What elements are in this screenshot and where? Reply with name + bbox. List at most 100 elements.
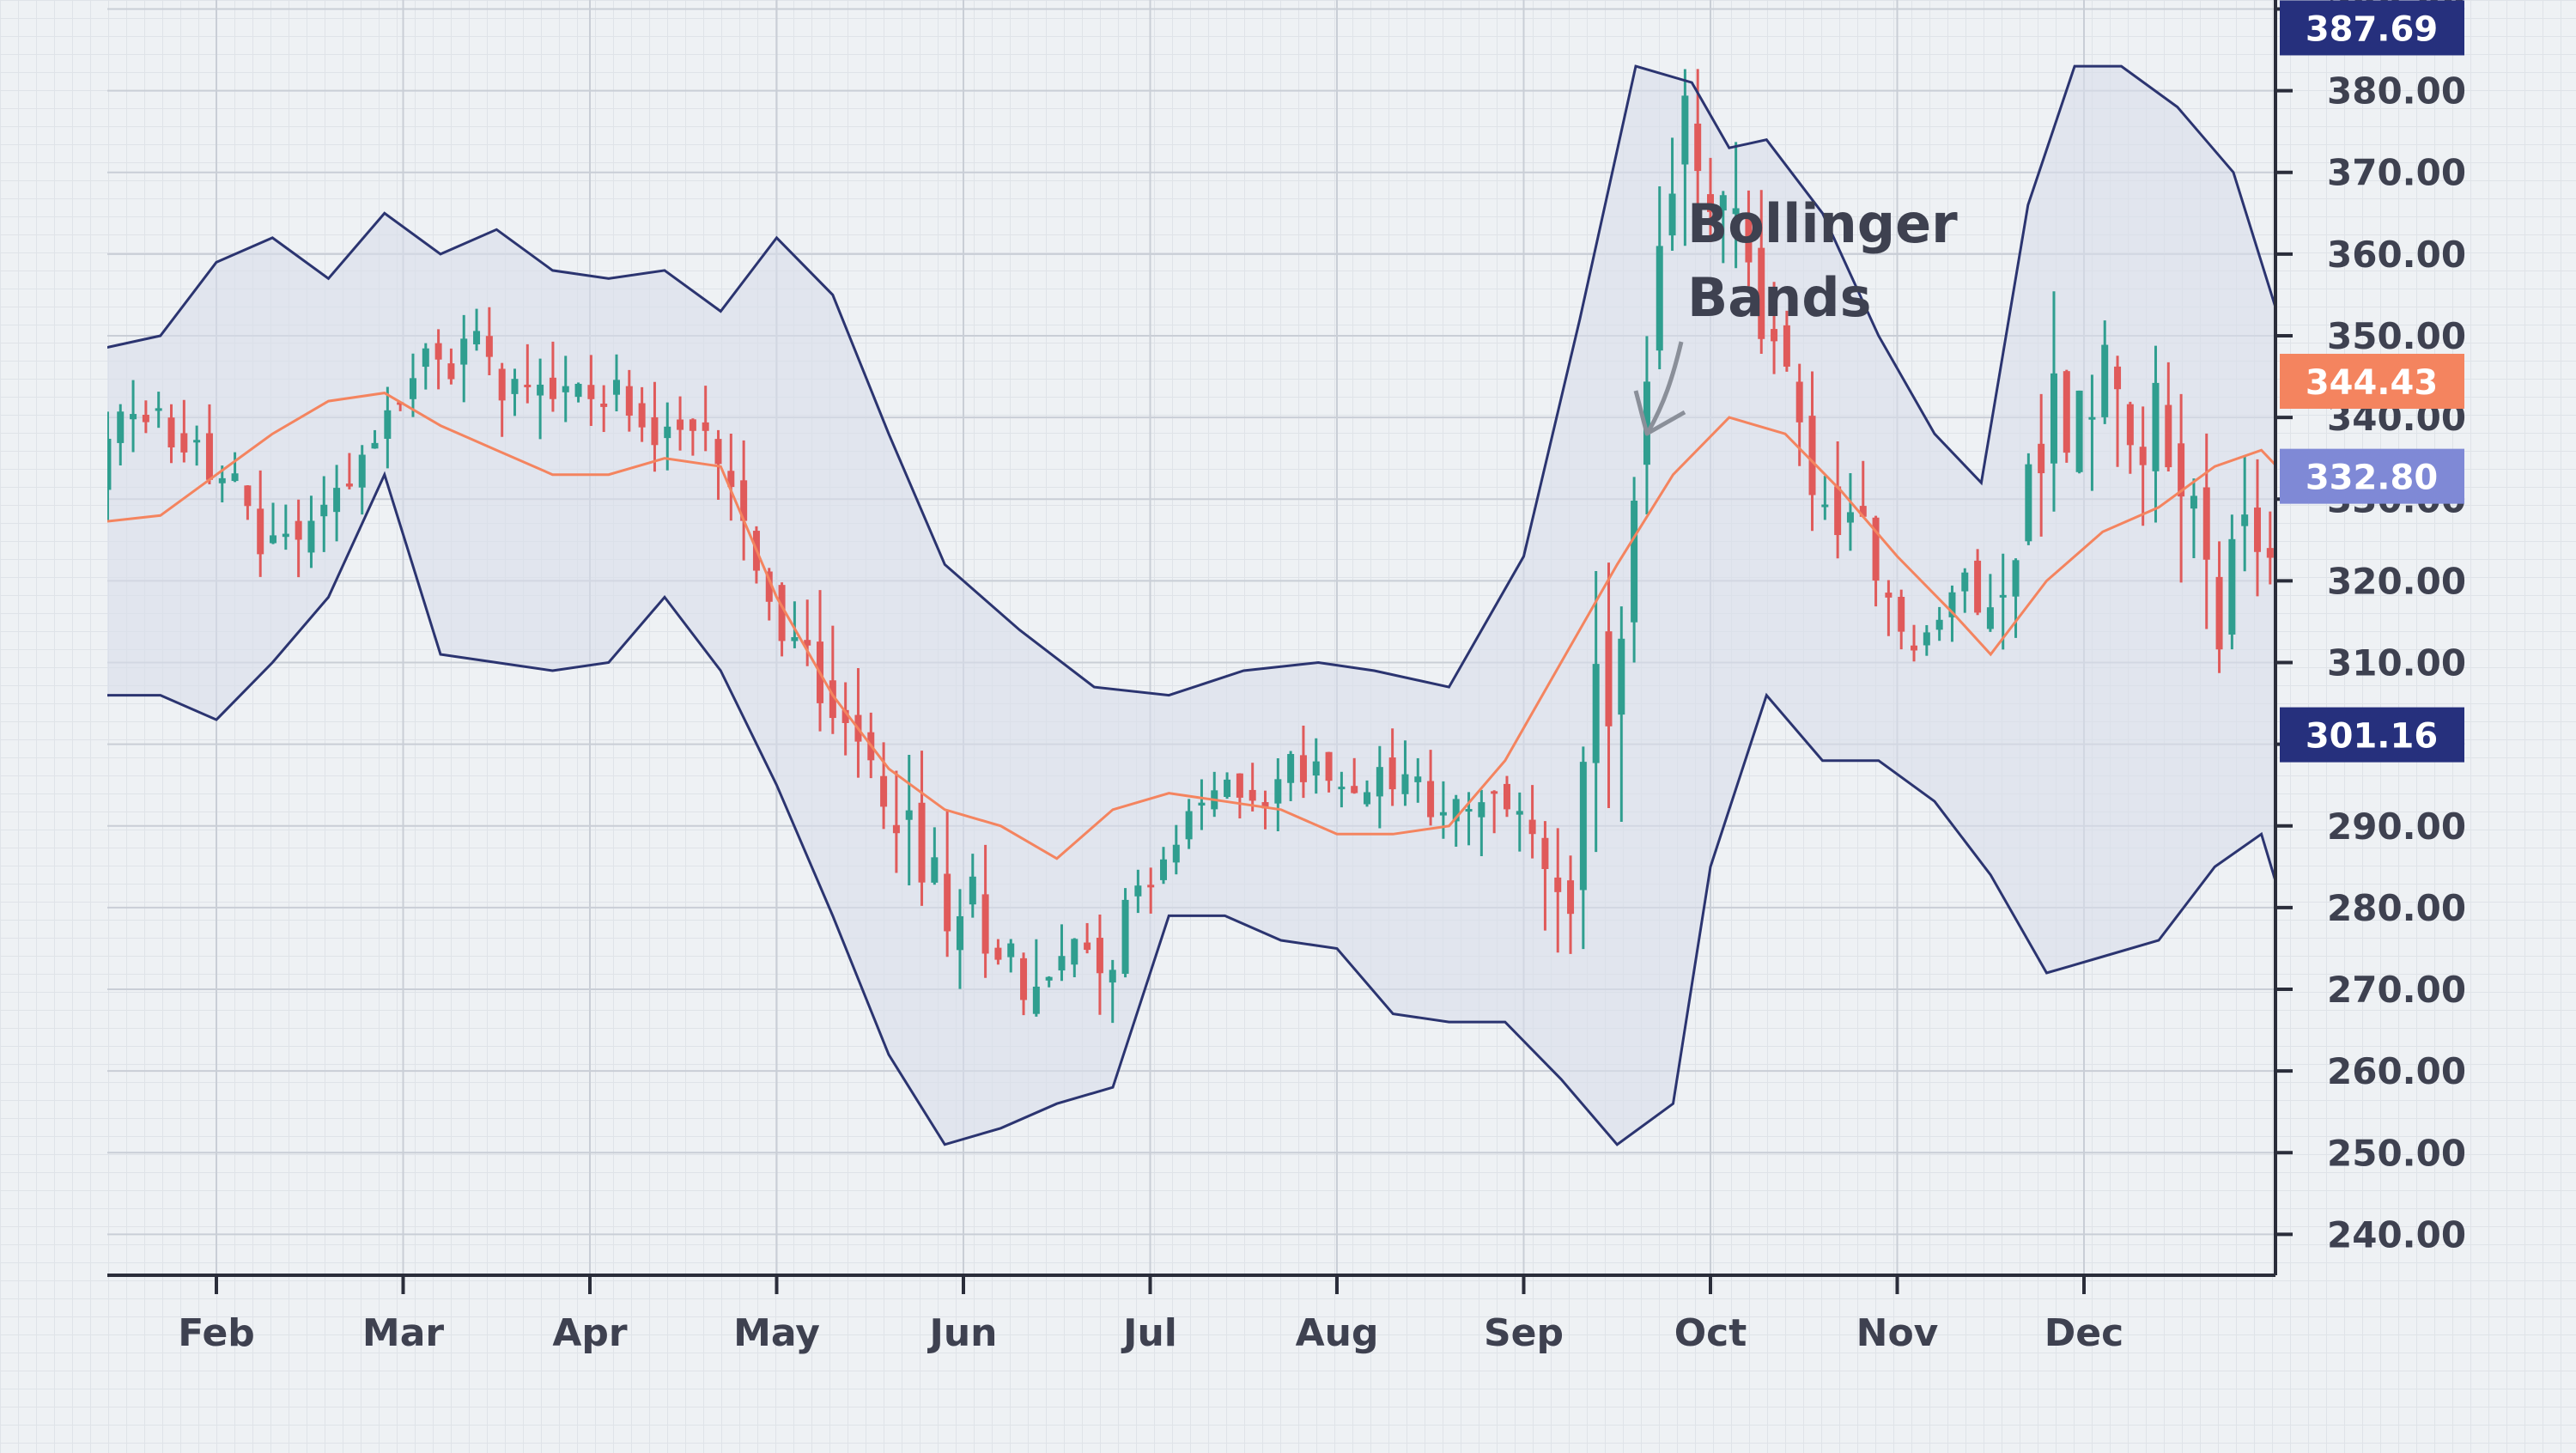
candle-up	[1007, 943, 1015, 958]
price-badge	[2280, 353, 2464, 409]
candle-down	[1834, 486, 1842, 536]
candle-up	[409, 378, 416, 399]
candle-up	[2050, 373, 2057, 464]
candle-down	[244, 485, 252, 507]
candle-down	[2063, 371, 2070, 453]
candle-up	[1109, 970, 1116, 983]
candle-down	[2534, 854, 2541, 858]
candle-up	[905, 810, 913, 820]
candle-down	[714, 439, 722, 465]
annotation-text: Bollinger	[1687, 192, 1958, 255]
candle-down	[892, 824, 900, 834]
candle-up	[2152, 382, 2160, 471]
candle-up	[1071, 939, 1078, 965]
candle-up	[1287, 754, 1295, 783]
candle-up	[1045, 976, 1053, 981]
candle-down	[167, 417, 175, 448]
candle-up	[1439, 812, 1447, 816]
candle-up	[664, 426, 671, 439]
candle-down	[2038, 443, 2045, 474]
candle-down	[2318, 666, 2324, 686]
candle-up	[1414, 776, 1422, 782]
y-tick-label: 370.00	[2327, 152, 2466, 194]
annotation-arrow	[1646, 341, 1684, 433]
candle-down	[765, 571, 773, 602]
candle-up	[2547, 846, 2554, 854]
candle-up	[155, 408, 162, 411]
annotation-arrowhead	[1633, 390, 1686, 436]
x-tick-label: Feb	[178, 1311, 255, 1355]
candle-up	[1732, 208, 1740, 215]
price-badge	[2280, 448, 2464, 504]
candle-up	[1821, 504, 1829, 508]
price-badge-label: 301.16	[2306, 717, 2438, 757]
candle-up	[358, 454, 366, 488]
candle-up	[1134, 885, 1142, 897]
candle-up	[1364, 792, 1371, 805]
candle-up	[333, 488, 341, 513]
candle-up	[1961, 572, 1969, 592]
candle-up	[307, 520, 315, 553]
candle-up	[1516, 811, 1523, 815]
candle-up	[1719, 195, 1727, 211]
candle-up	[2572, 848, 2576, 857]
y-tick-label: 380.00	[2327, 70, 2466, 112]
candle-down	[1528, 819, 1536, 835]
candle-down	[345, 483, 353, 487]
candle-down	[1427, 781, 1435, 818]
y-tick-label: 250.00	[2327, 1132, 2466, 1174]
candle-down	[498, 368, 506, 401]
candle-down	[1771, 329, 1778, 342]
x-tick-label: Jun	[927, 1311, 997, 1355]
candle-up	[231, 473, 239, 482]
candle-down	[2495, 829, 2502, 842]
x-tick-label: Mar	[362, 1311, 444, 1355]
candle-up	[511, 379, 519, 394]
candle-down	[549, 377, 556, 399]
candle-down	[2126, 404, 2134, 446]
candle-down	[2114, 366, 2122, 390]
candle-down	[1898, 596, 1905, 632]
y-tick-label: 320.00	[2327, 560, 2466, 602]
x-tick-label: Aug	[1296, 1311, 1379, 1355]
y-tick-label: 270.00	[2327, 969, 2466, 1011]
candle-down	[2266, 548, 2274, 558]
candle-up	[2088, 416, 2096, 420]
candle-up	[2228, 538, 2236, 635]
candle-up	[130, 414, 137, 420]
candle-up	[956, 915, 963, 951]
candle-up	[612, 380, 620, 395]
candle-down	[1325, 751, 1333, 781]
candle-up	[1643, 381, 1650, 465]
candle-up	[791, 636, 799, 641]
candle-up	[107, 438, 112, 490]
candle-down	[1541, 837, 1549, 869]
candle-down	[994, 947, 1002, 960]
candle-up	[1478, 802, 1485, 818]
candle-up	[931, 857, 939, 883]
candle-down	[1249, 789, 1256, 801]
candle-up	[2025, 464, 2032, 542]
candle-up	[2075, 390, 2083, 472]
x-tick-label: Nov	[1856, 1311, 1939, 1355]
candle-up	[1668, 193, 1676, 236]
candle-down	[1388, 757, 1396, 790]
candle-up	[1465, 809, 1473, 812]
candle-up	[460, 338, 468, 365]
candle-up	[1274, 779, 1282, 804]
candle-up	[1618, 638, 1625, 715]
candle-up	[2483, 827, 2490, 836]
candle-up	[1224, 779, 1231, 798]
lower-band-line	[107, 471, 2275, 1146]
candle-down	[625, 386, 633, 416]
candle-down	[651, 416, 659, 446]
candle-down	[2368, 783, 2375, 798]
candle-down	[804, 640, 811, 646]
y-tick-label: 260.00	[2327, 1050, 2466, 1092]
candle-down	[829, 680, 836, 719]
candle-down	[1567, 880, 1575, 915]
candle-down	[981, 894, 989, 954]
x-tick-label: Apr	[552, 1311, 628, 1355]
candle-up	[1172, 844, 1180, 863]
price-badge	[2280, 707, 2464, 763]
